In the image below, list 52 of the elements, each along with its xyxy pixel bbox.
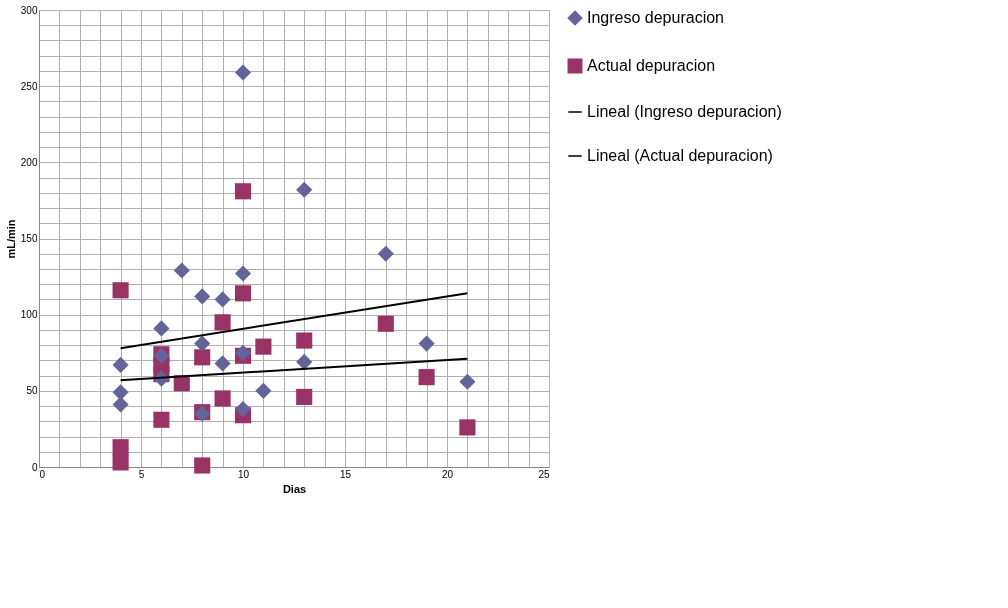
legend-label: Lineal (Actual depuracion): [587, 147, 773, 164]
point: [234, 285, 252, 302]
point: [153, 320, 170, 337]
legend-label: Lineal (Ingreso depuracion): [587, 103, 782, 120]
x-tick-label: 0: [39, 468, 46, 480]
x-tick-label: 10: [237, 468, 250, 480]
point: [112, 454, 129, 471]
y-tick-label: 250: [20, 80, 38, 92]
point: [255, 382, 272, 399]
point: [194, 335, 211, 352]
point: [214, 314, 231, 331]
point: [234, 401, 252, 418]
y-tick-label: 100: [20, 309, 38, 321]
point: [296, 353, 313, 370]
y-tick-label: 50: [26, 385, 38, 397]
point: [459, 419, 476, 436]
point: [214, 291, 231, 308]
point: [112, 396, 129, 413]
point: [377, 315, 394, 332]
x-tick-label: 25: [538, 468, 550, 480]
point: [214, 390, 231, 407]
point: [234, 64, 252, 81]
x-tick-label: 15: [339, 468, 352, 480]
point: [418, 369, 435, 386]
point: [459, 373, 476, 390]
y-tick-label: 150: [20, 233, 38, 244]
point: [255, 338, 272, 355]
point: [112, 384, 129, 401]
point: [296, 388, 313, 405]
y-axis-title: mL/min: [4, 219, 17, 259]
point: [377, 245, 394, 262]
point: [173, 262, 190, 279]
point: [234, 265, 252, 282]
x-tick-label: 20: [441, 468, 454, 480]
point: [194, 457, 211, 474]
y-tick-label: 300: [20, 4, 38, 16]
point: [112, 282, 129, 299]
point: [418, 335, 435, 352]
point: [194, 288, 211, 305]
point: [296, 332, 313, 349]
point: [112, 356, 129, 373]
x-axis-title: Dias: [282, 482, 307, 495]
point: [194, 349, 211, 366]
legend-label: Actual depuracion: [587, 57, 716, 74]
y-tick-label: 200: [20, 156, 38, 168]
point: [214, 355, 231, 372]
point: [296, 181, 313, 198]
point: [112, 439, 129, 456]
point: [234, 183, 252, 200]
x-tick-label: 5: [138, 468, 145, 480]
point: [153, 411, 170, 428]
legend-label: Ingreso depuracion: [587, 9, 724, 26]
